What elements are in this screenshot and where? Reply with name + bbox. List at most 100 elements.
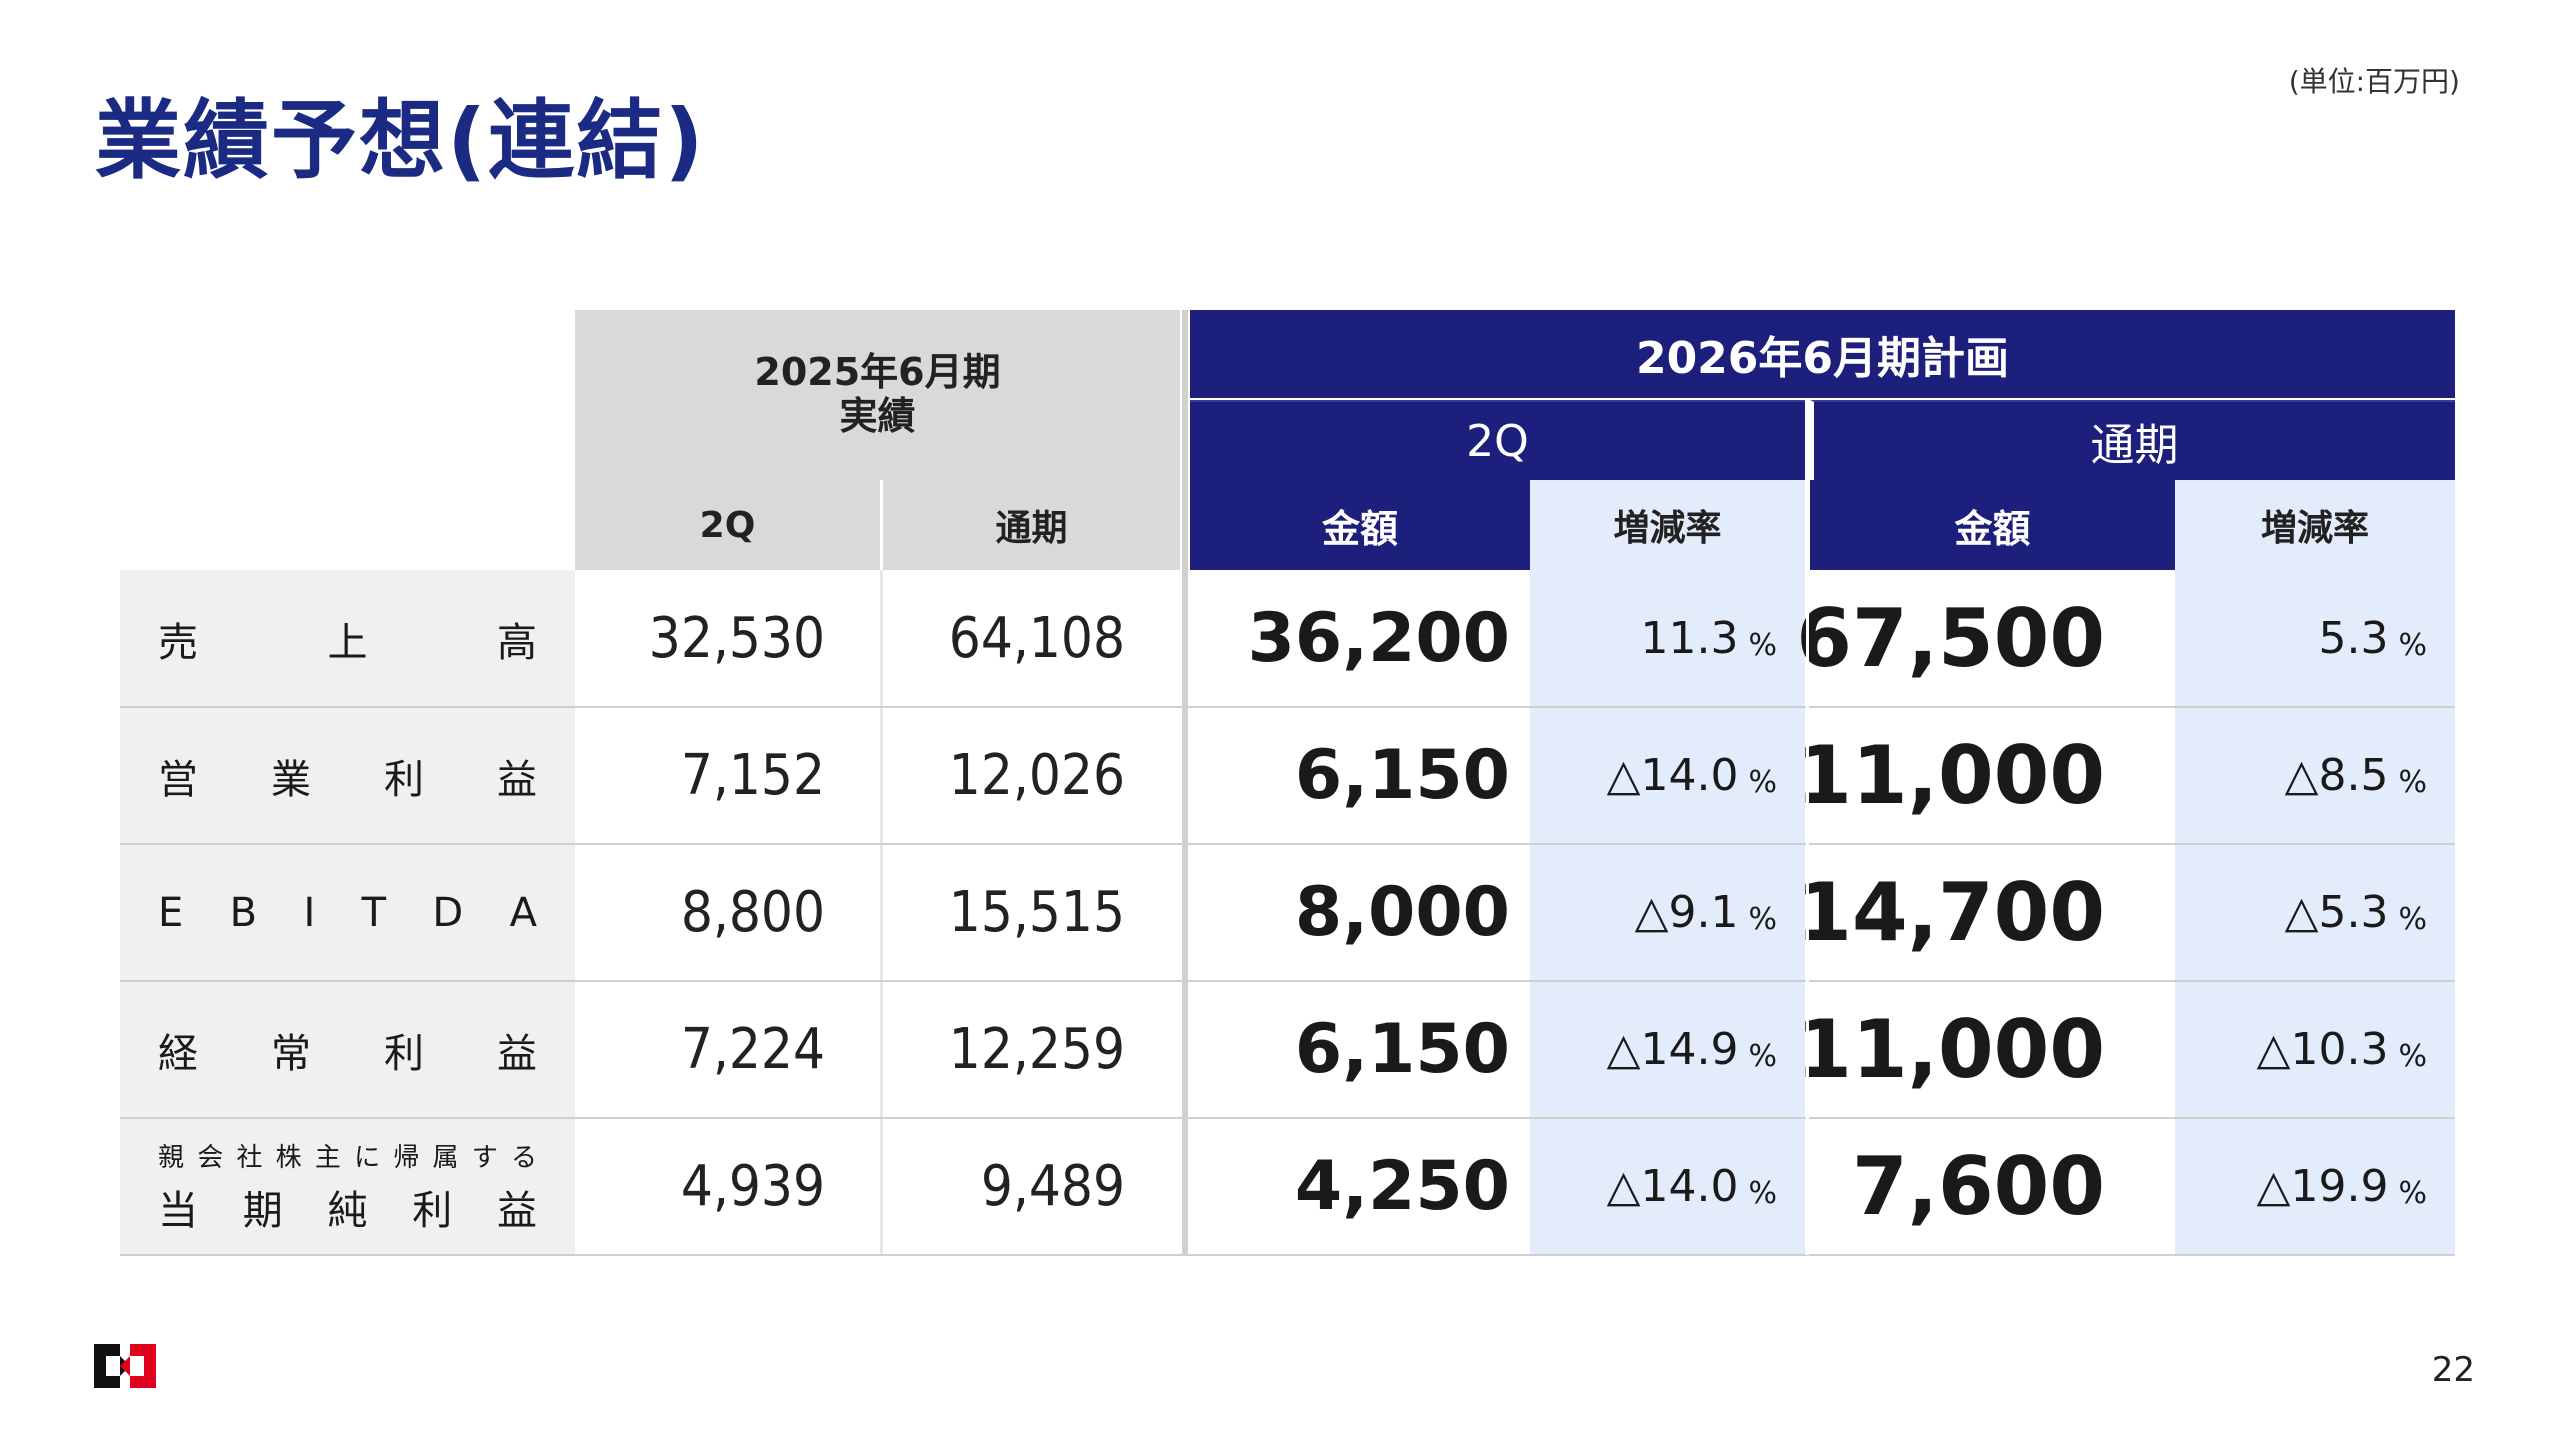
label-char: す [471,1143,498,1173]
operating-profit-plan-full: 11,000 [1796,707,2175,844]
operating-profit-plan-2q-rate: △14.0% [1530,707,1805,844]
revenue-plan-full: 67,500 [1796,570,2175,707]
actual-header-period: 2025年6月期 [754,350,1001,395]
percent-sign: % [1748,1039,1777,1074]
label-char: B [229,889,258,936]
company-logo [94,1344,156,1388]
actual-results-header: 2025年6月期 実績 [575,310,1180,480]
label-char: I [303,889,316,936]
percent-sign: % [2398,1176,2427,1211]
rate-value: △9.1 [1634,887,1739,938]
plan-full-amount-header: 金額 [1810,480,2175,570]
label-char: 帰 [393,1143,420,1173]
ebitda-plan-full-rate: △5.3% [2175,844,2455,981]
row-label-operating-profit: 営 業 利 益 [120,707,575,844]
label-char: 益 [497,1188,537,1234]
label-char: 社 [236,1143,263,1173]
plan-2q-header: 2Q [1190,400,1805,480]
row-separator [120,1254,2455,1256]
percent-sign: % [2398,765,2427,800]
label-char: T [361,889,387,936]
label-char: 売 [158,619,198,666]
rate-value: △10.3 [2256,1024,2389,1075]
label-char: 益 [497,756,537,803]
rate-value: △14.0 [1606,1161,1739,1212]
rate-value: △14.0 [1606,750,1739,801]
label-char: 当 [158,1188,198,1234]
label-char: 利 [412,1188,453,1234]
ordinary-profit-actual-2q: 7,224 [575,981,880,1118]
rate-value: △5.3 [2284,887,2389,938]
revenue-actual-2q: 32,530 [575,570,880,707]
row-label-revenue: 売 上 高 [120,570,575,707]
percent-sign: % [1748,628,1777,663]
percent-sign: % [2398,1039,2427,1074]
operating-profit-actual-full: 12,026 [880,707,1180,844]
row-separator [120,706,2455,708]
row-label-net-income-prefix: 親会社株主に帰属する [158,1137,537,1174]
ordinary-profit-plan-2q-rate: △14.9% [1530,981,1805,1118]
label-char: に [354,1143,381,1173]
label-char: 益 [497,1030,537,1077]
revenue-plan-full-rate: 5.3% [2175,570,2455,707]
label-char: E [158,889,184,936]
plan-header: 2026年6月期計画 [1190,310,2455,398]
operating-profit-plan-2q: 6,150 [1190,707,1530,844]
label-char: 上 [327,619,368,666]
label-char: 期 [242,1188,283,1234]
ordinary-profit-actual-full: 12,259 [880,981,1180,1118]
net-income-plan-full: 7,600 [1810,1118,2175,1255]
net-income-plan-full-rate: △19.9% [2175,1118,2455,1255]
net-income-plan-2q-rate: △14.0% [1530,1118,1805,1255]
percent-sign: % [1748,1176,1777,1211]
row-label-ebitda: E B I T D A [120,844,575,981]
label-char: A [509,889,537,936]
unit-note: (単位:百万円) [2288,65,2460,98]
percent-sign: % [2398,628,2427,663]
ordinary-profit-plan-full-rate: △10.3% [2175,981,2455,1118]
label-char: 親 [158,1143,185,1173]
ordinary-profit-plan-full: 11,000 [1796,981,2175,1118]
revenue-plan-2q: 36,200 [1190,570,1530,707]
percent-sign: % [1748,902,1777,937]
rate-value: △19.9 [2256,1161,2389,1212]
label-char: 純 [327,1188,368,1234]
rate-value: 5.3 [2318,613,2389,664]
row-separator [120,843,2455,845]
label-char: 営 [158,756,198,803]
rate-value: △8.5 [2284,750,2389,801]
operating-profit-plan-full-rate: △8.5% [2175,707,2455,844]
section-divider [1182,310,1188,1255]
net-income-plan-2q: 4,250 [1190,1118,1530,1255]
operating-profit-actual-2q: 7,152 [575,707,880,844]
net-income-actual-2q: 4,939 [575,1118,880,1255]
column-divider [1806,570,1809,1255]
ebitda-plan-2q-rate: △9.1% [1530,844,1805,981]
revenue-actual-full: 64,108 [880,570,1180,707]
label-char: 株 [275,1143,302,1173]
plan-full-year-header: 通期 [1810,400,2455,480]
net-income-actual-full: 9,489 [880,1118,1180,1255]
rate-value: △14.9 [1606,1024,1739,1075]
actual-col-full-year: 通期 [880,480,1180,570]
label-char: る [510,1143,537,1173]
ordinary-profit-plan-2q: 6,150 [1190,981,1530,1118]
page-title: 業績予想(連結) [95,91,706,191]
label-char: 常 [271,1030,311,1077]
actual-col-2q: 2Q [575,480,880,570]
row-label-ordinary-profit: 経 常 利 益 [120,981,575,1118]
row-label-net-income: 親会社株主に帰属する 当期純利益 [120,1118,575,1255]
ebitda-plan-full: 14,700 [1796,844,2175,981]
label-char: 属 [432,1143,459,1173]
row-separator [120,980,2455,982]
label-char: 経 [158,1030,198,1077]
plan-2q-amount-header: 金額 [1190,480,1530,570]
page-number: 22 [2431,1350,2475,1390]
rate-value: 11.3 [1640,613,1739,664]
revenue-plan-2q-rate: 11.3% [1530,570,1805,707]
plan-full-rate-header: 増減率 [2175,480,2455,570]
ebitda-actual-2q: 8,800 [575,844,880,981]
label-char: D [432,889,464,936]
actual-header-label: 実績 [839,394,916,438]
